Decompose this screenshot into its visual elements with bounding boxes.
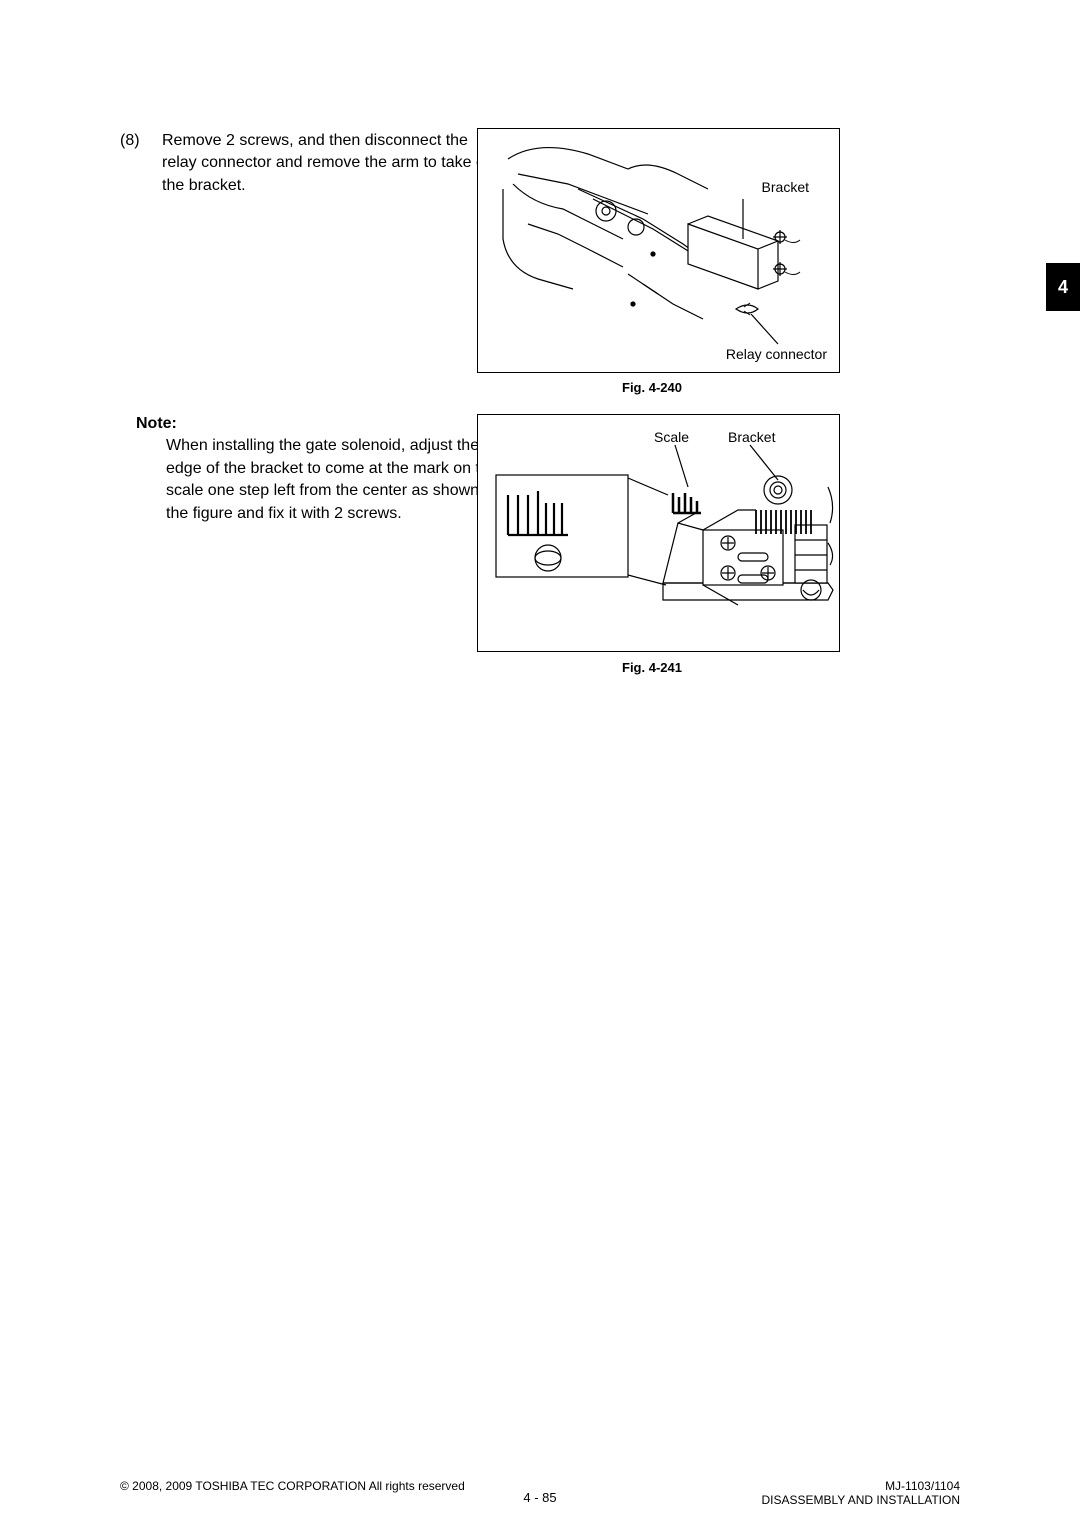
- step-number: (8): [120, 130, 162, 197]
- label-relay-connector: Relay connector: [726, 346, 827, 362]
- figure-4-241: Scale Bracket: [477, 414, 840, 652]
- fig-caption-4-240: Fig. 4-240: [622, 380, 682, 395]
- step-text: Remove 2 screws, and then disconnect the…: [162, 130, 502, 197]
- note-text: When installing the gate solenoid, adjus…: [166, 435, 506, 525]
- fig-caption-4-241: Fig. 4-241: [622, 660, 682, 675]
- label-bracket: Bracket: [762, 179, 809, 195]
- page-number: 4 - 85: [0, 1490, 1080, 1505]
- chapter-tab: 4: [1046, 263, 1080, 311]
- note-heading: Note:: [136, 413, 506, 435]
- label-bracket-2: Bracket: [728, 429, 775, 445]
- figure-4-240: Bracket Relay connector: [477, 128, 840, 373]
- label-scale: Scale: [654, 429, 689, 445]
